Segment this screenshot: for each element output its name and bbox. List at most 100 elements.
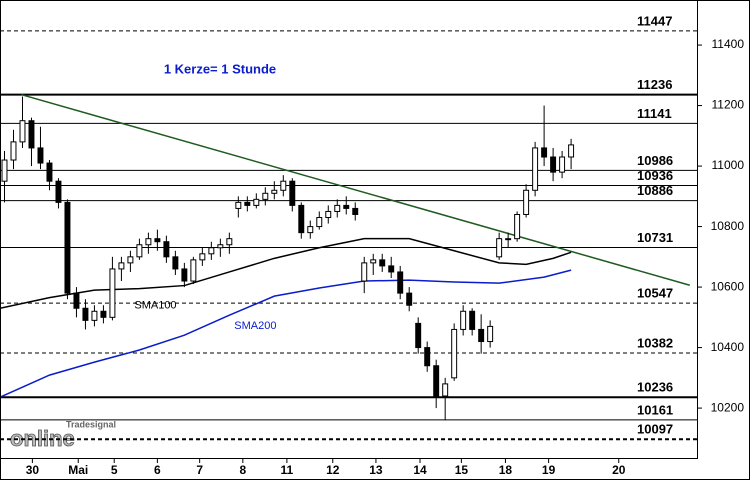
candle-body [451,328,458,379]
level-label: 10886 [637,183,673,198]
x-tick-label: Mai [68,463,88,477]
candle-body [271,189,278,194]
x-tick-label: 14 [413,463,427,477]
level-label: 10936 [637,168,673,183]
y-tick-label: 11000 [712,158,745,172]
candle-body [217,244,224,249]
candle-body [352,207,359,215]
candle-body [109,268,116,318]
candle-body [442,383,449,397]
level-label: 10236 [637,380,673,395]
candle-body [253,198,260,206]
candle-body [487,325,494,343]
candle-body [505,238,512,241]
x-tick-label: 15 [455,463,469,477]
candle-body [532,147,539,191]
candle-body [136,244,143,258]
y-tick-label: 10600 [711,279,745,293]
candle-body [568,144,575,158]
level-label: 11236 [637,77,672,92]
x-tick-label: 5 [111,463,118,477]
candle-body [28,120,35,149]
legend-label: SMA200 [234,320,276,332]
x-tick-label: 18 [499,463,513,477]
x-tick-label: 20 [612,463,626,477]
sma-line [0,269,572,398]
candle-body [190,259,197,282]
candle-body [388,265,395,273]
watermark: Tradesignal [66,419,116,429]
candle-body [433,365,440,397]
x-tick-label: 19 [542,463,556,477]
x-tick-label: 12 [326,463,340,477]
level-label: 10986 [637,153,673,168]
level-label: 10097 [637,422,673,437]
candle-body [172,256,179,270]
y-tick-label: 10200 [711,400,745,414]
candle-body [262,192,269,200]
candle-body [181,268,188,282]
candle-body [460,310,467,330]
candle-body [298,204,305,234]
candle-body [163,241,170,258]
candle-body [1,159,8,182]
candle-body [118,262,125,270]
x-tick-label: 6 [154,463,161,477]
x-tick-label: 7 [196,463,203,477]
candle-body [235,201,242,209]
candle-body [145,238,152,246]
candle-body [325,210,332,219]
candle-body [415,322,422,349]
candle-body [478,328,485,343]
candle-body [523,189,530,215]
y-tick-label: 10400 [711,340,745,354]
candle-body [55,180,62,203]
candle-body [100,310,107,318]
candle-body [343,204,350,209]
level-label: 11447 [637,13,672,28]
candle-body [82,307,89,321]
legend-label: SMA100 [134,299,176,311]
candle-body [37,147,44,164]
candle-body [514,213,521,240]
candle-body [334,204,341,212]
candle-body [541,147,548,158]
candle-body [244,201,251,206]
candle-body [379,259,386,267]
y-tick-label: 11200 [712,98,745,112]
candle-body [424,347,431,367]
level-label: 10161 [637,402,673,417]
candle-body [280,180,287,191]
level-label: 10382 [637,335,673,350]
annotation: 1 Kerze= 1 Stunde [164,61,276,76]
x-tick-label: 8 [239,463,246,477]
candle-body [559,156,566,173]
x-tick-label: 30 [26,463,40,477]
level-label: 10547 [637,286,673,301]
candle-body [127,256,134,264]
candle-body [361,262,368,282]
candle-body [469,310,476,330]
candle-body [406,292,413,306]
candle-body [199,253,206,261]
candle-body [64,201,71,294]
candle-body [496,238,503,258]
candle-body [10,141,17,161]
candle-body [73,292,80,309]
candle-body [226,238,233,246]
candle-body [316,217,323,228]
candle-body [91,310,98,321]
sma-line [0,237,572,309]
candle-body [397,271,404,294]
candle-body [307,226,314,234]
candle-body [370,259,377,264]
candle-body [46,162,53,182]
x-tick-label: 13 [369,463,383,477]
candle-body [550,156,557,173]
candle-body [289,180,296,206]
y-tick-label: 10800 [711,219,745,233]
level-label: 10731 [637,230,673,245]
candle-body [154,238,161,243]
